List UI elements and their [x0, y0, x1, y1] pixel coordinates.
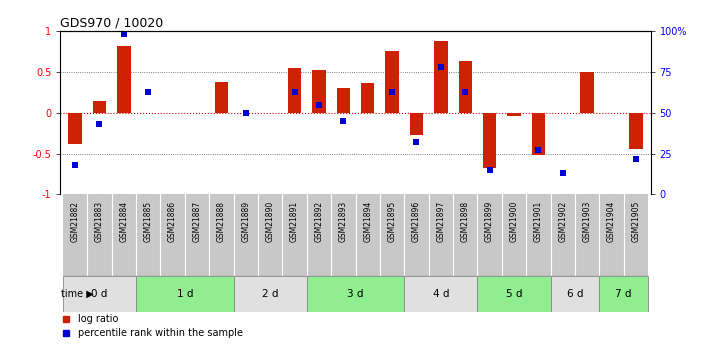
Text: GSM21882: GSM21882 [70, 201, 80, 242]
Text: GSM21901: GSM21901 [534, 201, 543, 242]
Text: 2 d: 2 d [262, 289, 279, 299]
Bar [136, 195, 234, 276]
Bar [306, 195, 405, 276]
Text: GSM21905: GSM21905 [631, 201, 641, 243]
Text: GSM21883: GSM21883 [95, 201, 104, 242]
Bar [508, 113, 520, 116]
Bar [477, 195, 550, 276]
Bar [385, 51, 399, 113]
Bar [599, 276, 648, 312]
Bar [336, 88, 350, 113]
Text: 0 d: 0 d [91, 289, 107, 299]
Bar [532, 113, 545, 155]
Bar [361, 83, 375, 113]
Text: GSM21899: GSM21899 [485, 201, 494, 242]
Bar [63, 276, 136, 312]
Bar [434, 41, 447, 113]
Bar [477, 276, 550, 312]
Text: GSM21898: GSM21898 [461, 201, 470, 242]
Text: GSM21889: GSM21889 [241, 201, 250, 242]
Text: GSM21903: GSM21903 [582, 201, 592, 243]
Text: 6 d: 6 d [567, 289, 583, 299]
Text: GSM21900: GSM21900 [510, 201, 518, 243]
Bar [550, 195, 599, 276]
Text: GSM21894: GSM21894 [363, 201, 372, 242]
Bar [92, 100, 106, 113]
Bar [580, 72, 594, 113]
Bar [234, 276, 306, 312]
Text: GSM21886: GSM21886 [168, 201, 177, 242]
Bar [483, 113, 496, 168]
Text: GSM21885: GSM21885 [144, 201, 153, 242]
Text: GDS970 / 10020: GDS970 / 10020 [60, 17, 164, 30]
Text: time ▶: time ▶ [61, 289, 94, 299]
Bar [234, 195, 306, 276]
Text: GSM21896: GSM21896 [412, 201, 421, 242]
Text: log ratio: log ratio [78, 314, 119, 324]
Bar [117, 46, 131, 113]
Text: GSM21891: GSM21891 [290, 201, 299, 242]
Text: GSM21884: GSM21884 [119, 201, 129, 242]
Text: GSM21890: GSM21890 [266, 201, 274, 242]
Bar [410, 113, 423, 135]
Bar [550, 276, 599, 312]
Bar [68, 113, 82, 144]
Bar [288, 68, 301, 113]
Text: 1 d: 1 d [176, 289, 193, 299]
Bar [629, 113, 643, 149]
Text: GSM21897: GSM21897 [437, 201, 445, 242]
Text: 3 d: 3 d [347, 289, 364, 299]
Text: GSM21904: GSM21904 [607, 201, 616, 243]
Text: 4 d: 4 d [432, 289, 449, 299]
Bar [405, 195, 477, 276]
Text: GSM21895: GSM21895 [387, 201, 397, 242]
Bar [136, 276, 234, 312]
Bar [599, 195, 648, 276]
Bar [63, 195, 136, 276]
Text: 7 d: 7 d [616, 289, 632, 299]
Text: percentile rank within the sample: percentile rank within the sample [78, 328, 243, 338]
Bar [312, 70, 326, 113]
Text: GSM21902: GSM21902 [558, 201, 567, 242]
Text: GSM21893: GSM21893 [339, 201, 348, 242]
Text: GSM21888: GSM21888 [217, 201, 226, 242]
Bar [459, 61, 472, 113]
Bar [405, 276, 477, 312]
Bar [215, 82, 228, 113]
Text: 5 d: 5 d [506, 289, 523, 299]
Bar [306, 276, 405, 312]
Text: GSM21887: GSM21887 [193, 201, 201, 242]
Text: GSM21892: GSM21892 [314, 201, 324, 242]
